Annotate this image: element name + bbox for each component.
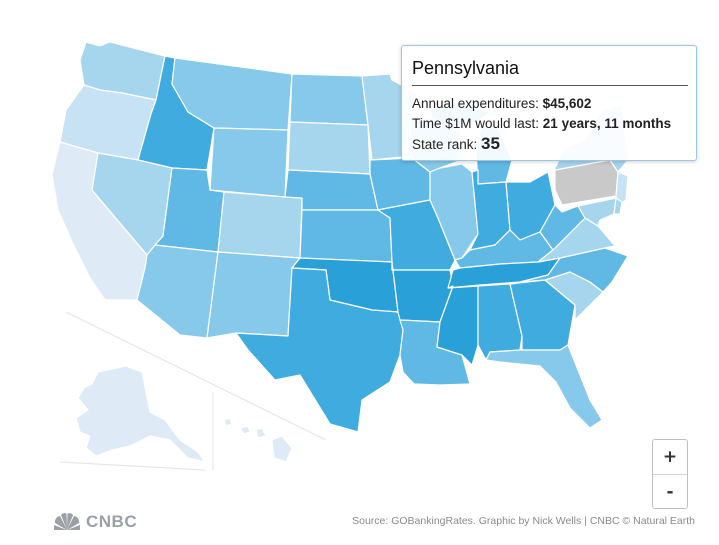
rank-value: 35: [481, 134, 500, 153]
state-az[interactable]: [136, 244, 219, 339]
tooltip-rank: State rank: 35: [412, 134, 686, 155]
state-sd[interactable]: [287, 121, 371, 175]
expenditures-label: Annual expenditures:: [412, 96, 543, 111]
duration-value: 21 years, 11 months: [542, 116, 672, 131]
tooltip-divider: [412, 85, 688, 86]
state-wy[interactable]: [209, 127, 289, 198]
zoom-out-button[interactable]: -: [653, 475, 687, 508]
state-de[interactable]: [613, 197, 623, 215]
source-credit: Source: GOBankingRates. Graphic by Nick …: [352, 515, 695, 527]
cnbc-logo-text: CNBC: [86, 512, 138, 531]
zoom-control: + -: [652, 439, 688, 509]
state-ak[interactable]: [75, 365, 206, 463]
expenditures-value: $45,602: [542, 96, 592, 111]
state-tooltip: Pennsylvania Annual expenditures: $45,60…: [401, 45, 697, 161]
state-il[interactable]: [429, 163, 479, 261]
tooltip-state-name: Pennsylvania: [412, 58, 520, 78]
cnbc-logo: CNBC: [52, 512, 137, 532]
rank-label: State rank:: [412, 137, 482, 152]
state-hi[interactable]: [223, 417, 293, 463]
state-ks[interactable]: [299, 209, 393, 263]
state-tx[interactable]: [235, 267, 404, 433]
peacock-icon: [54, 513, 80, 530]
duration-label: Time $1M would last:: [412, 116, 543, 131]
state-nd[interactable]: [289, 73, 369, 126]
zoom-divider: [653, 474, 687, 475]
zoom-in-button[interactable]: +: [653, 440, 687, 474]
tooltip-duration: Time $1M would last: 21 years, 11 months: [412, 114, 686, 134]
state-fl[interactable]: [485, 344, 603, 429]
tooltip-expenditures: Annual expenditures: $45,602: [412, 94, 686, 114]
state-co[interactable]: [217, 191, 303, 259]
state-nm[interactable]: [206, 251, 301, 339]
alaska-inset-lines: [59, 311, 327, 471]
